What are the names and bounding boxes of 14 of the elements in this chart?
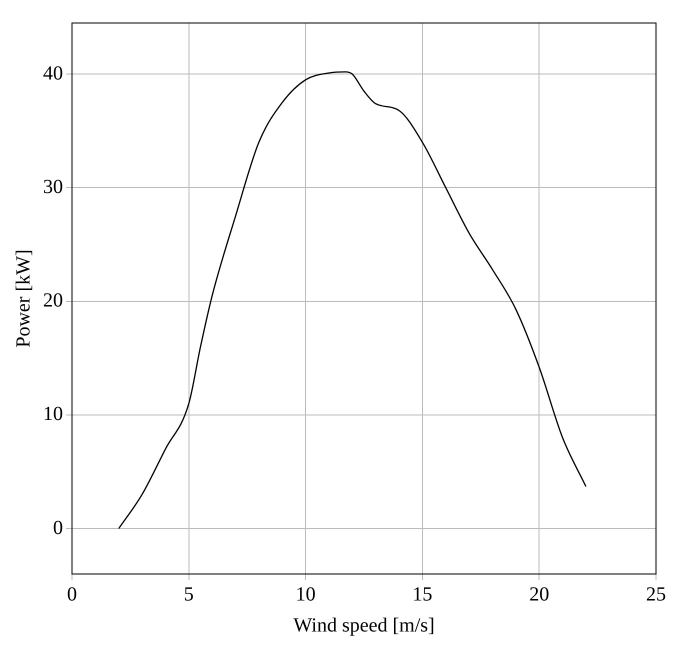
x-tick-label: 10 [296, 583, 316, 606]
y-axis-title: Power [kW] [12, 249, 34, 348]
x-axis-title: Wind speed [m/s] [293, 614, 435, 636]
x-tick-label: 0 [67, 583, 77, 606]
x-tick-label: 20 [529, 583, 550, 606]
y-tick-label: 40 [43, 62, 63, 84]
y-tick-label: 20 [43, 290, 63, 312]
x-tick-label: 5 [184, 583, 194, 606]
x-tick-label: 25 [646, 583, 666, 606]
y-tick-label: 10 [43, 403, 63, 426]
line-series [118, 71, 587, 530]
y-tick-label: 0 [53, 516, 63, 539]
y-tick-label: 30 [43, 176, 63, 198]
x-tick-label: 15 [412, 583, 432, 606]
